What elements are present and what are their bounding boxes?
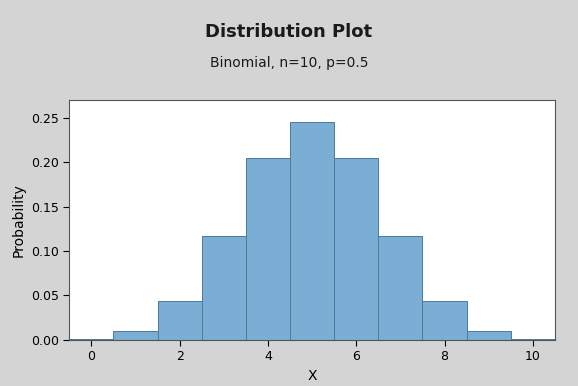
Bar — [334, 158, 379, 340]
Bar — [423, 301, 466, 340]
Bar — [69, 339, 113, 340]
Bar — [246, 158, 290, 340]
Bar — [466, 331, 511, 340]
Text: Binomial, n=10, p=0.5: Binomial, n=10, p=0.5 — [210, 56, 368, 70]
Bar — [511, 339, 555, 340]
Bar — [158, 301, 202, 340]
Bar — [290, 122, 334, 340]
Text: Distribution Plot: Distribution Plot — [205, 23, 373, 41]
X-axis label: X: X — [307, 369, 317, 383]
Y-axis label: Probability: Probability — [12, 183, 25, 257]
Bar — [113, 331, 158, 340]
Bar — [379, 236, 423, 340]
Bar — [202, 236, 246, 340]
